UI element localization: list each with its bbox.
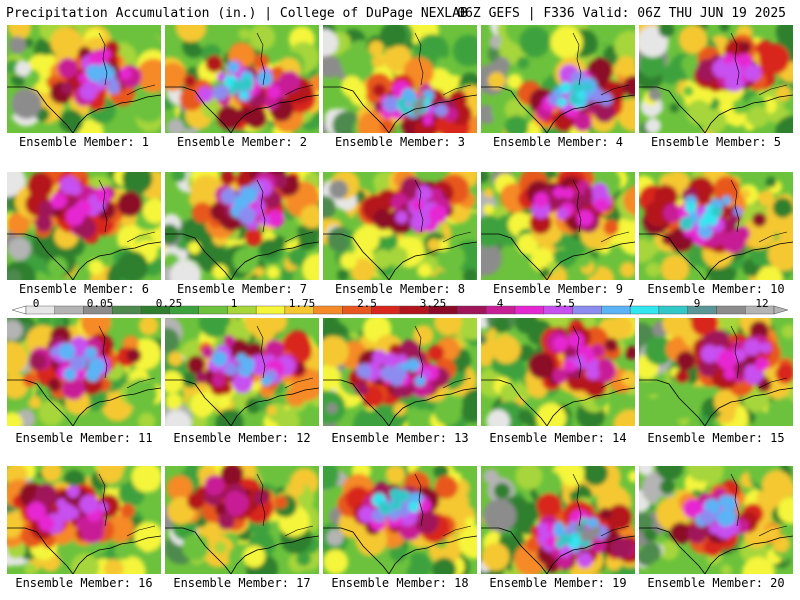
scale-tick-label: 1.75 bbox=[288, 297, 316, 310]
scale-color-box bbox=[54, 305, 84, 315]
ensemble-map-13 bbox=[323, 318, 477, 426]
scale-color-box bbox=[514, 305, 545, 315]
ensemble-member-label: Ensemble Member: 3 bbox=[334, 135, 466, 149]
ensemble-map-5 bbox=[639, 25, 793, 133]
ensemble-member-label: Ensemble Member: 16 bbox=[15, 576, 153, 590]
ensemble-map-11 bbox=[7, 318, 161, 426]
ensemble-member-label: Ensemble Member: 5 bbox=[650, 135, 782, 149]
ensemble-member-label: Ensemble Member: 4 bbox=[492, 135, 624, 149]
ensemble-member-label: Ensemble Member: 18 bbox=[331, 576, 469, 590]
scale-color-box bbox=[198, 305, 228, 315]
map-title: Precipitation Accumulation (in.) | Colle… bbox=[6, 6, 468, 21]
scale-tick-label: 2.5 bbox=[357, 297, 377, 310]
ensemble-member-label: Ensemble Member: 11 bbox=[15, 431, 153, 445]
ensemble-member-label: Ensemble Member: 1 bbox=[18, 135, 150, 149]
ensemble-member-label: Ensemble Member: 12 bbox=[173, 431, 311, 445]
scale-color-box bbox=[255, 305, 286, 315]
ensemble-map-7 bbox=[165, 172, 319, 280]
scale-color-box bbox=[457, 305, 487, 315]
ensemble-member-label: Ensemble Member: 6 bbox=[18, 282, 150, 296]
scale-tick-label: 7 bbox=[627, 297, 635, 310]
ensemble-member-label: Ensemble Member: 20 bbox=[647, 576, 785, 590]
scale-tick-label: 0 bbox=[32, 297, 40, 310]
scale-tick-label: 9 bbox=[693, 297, 701, 310]
ensemble-map-3 bbox=[323, 25, 477, 133]
scale-color-box bbox=[112, 305, 142, 315]
ensemble-map-8 bbox=[323, 172, 477, 280]
ensemble-map-2 bbox=[165, 25, 319, 133]
ensemble-map-17 bbox=[165, 466, 319, 574]
ensemble-member-label: Ensemble Member: 10 bbox=[647, 282, 785, 296]
ensemble-map-12 bbox=[165, 318, 319, 426]
color-scale-bar bbox=[12, 305, 788, 315]
ensemble-map-16 bbox=[7, 466, 161, 574]
scale-color-box bbox=[313, 305, 343, 315]
scale-right-arrow bbox=[773, 305, 788, 315]
ensemble-member-label: Ensemble Member: 15 bbox=[647, 431, 785, 445]
run-valid-time: 06Z GEFS | F336 Valid: 06Z THU JUN 19 20… bbox=[457, 6, 786, 21]
scale-color-box bbox=[25, 305, 55, 315]
ensemble-map-20 bbox=[639, 466, 793, 574]
scale-tick-label: 3.25 bbox=[419, 297, 447, 310]
ensemble-map-6 bbox=[7, 172, 161, 280]
ensemble-map-14 bbox=[481, 318, 635, 426]
scale-tick-label: 4 bbox=[496, 297, 504, 310]
scale-color-box bbox=[601, 305, 631, 315]
scale-color-box bbox=[658, 305, 688, 315]
ensemble-map-19 bbox=[481, 466, 635, 574]
ensemble-member-label: Ensemble Member: 14 bbox=[489, 431, 627, 445]
scale-color-box bbox=[572, 305, 602, 315]
scale-tick-label: 5.5 bbox=[555, 297, 575, 310]
scale-tick-label: 1 bbox=[230, 297, 238, 310]
ensemble-member-label: Ensemble Member: 13 bbox=[331, 431, 469, 445]
ensemble-member-label: Ensemble Member: 8 bbox=[334, 282, 466, 296]
ensemble-member-label: Ensemble Member: 19 bbox=[489, 576, 627, 590]
scale-tick-label: 0.05 bbox=[86, 297, 114, 310]
scale-color-box bbox=[716, 305, 746, 315]
scale-tick-label: 0.25 bbox=[155, 297, 183, 310]
ensemble-member-label: Ensemble Member: 2 bbox=[176, 135, 308, 149]
scale-tick-label: 12 bbox=[755, 297, 769, 310]
ensemble-map-9 bbox=[481, 172, 635, 280]
ensemble-map-18 bbox=[323, 466, 477, 574]
ensemble-member-label: Ensemble Member: 17 bbox=[173, 576, 311, 590]
ensemble-map-1 bbox=[7, 25, 161, 133]
ensemble-member-label: Ensemble Member: 7 bbox=[176, 282, 308, 296]
ensemble-member-label: Ensemble Member: 9 bbox=[492, 282, 624, 296]
scale-color-box bbox=[629, 305, 660, 315]
ensemble-map-15 bbox=[639, 318, 793, 426]
ensemble-map-10 bbox=[639, 172, 793, 280]
scale-color-box bbox=[687, 305, 717, 315]
ensemble-map-4 bbox=[481, 25, 635, 133]
scale-left-arrow bbox=[12, 305, 27, 315]
